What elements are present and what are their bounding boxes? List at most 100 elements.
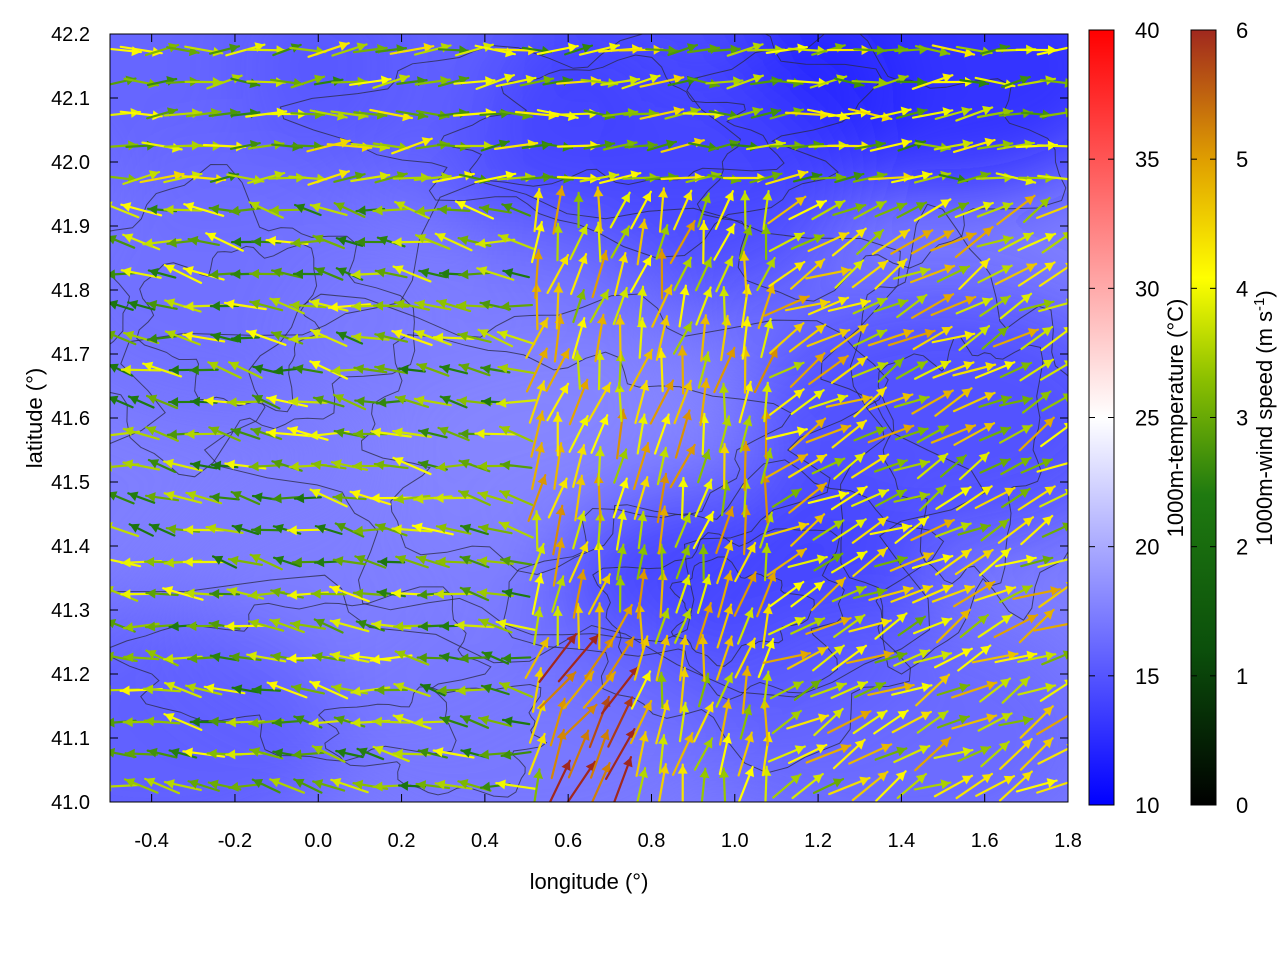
wind-vector [373,460,409,471]
colorbar-tick-label: 30 [1135,276,1159,301]
wind-vector [1001,676,1031,704]
wind-vector [869,138,913,152]
wind-vector [209,652,240,663]
wind-vector [980,740,1010,768]
wind-vector [937,202,970,218]
wind-vector [807,296,850,316]
wind-vector [935,522,972,538]
wind-vector [591,762,611,802]
wind-vector [553,282,564,330]
x-tick-label: -0.4 [134,830,168,852]
wind-vector [737,765,755,802]
wind-vector [163,170,203,184]
wind-vector [498,521,534,539]
wind-vector [974,486,1016,510]
wind-vector [893,649,931,667]
wind-vector [163,264,203,284]
wind-vector [698,634,709,682]
wind-vector [392,427,432,438]
wind-vector [954,225,994,259]
wind-vector [498,681,534,699]
wind-vector [417,427,448,439]
wind-vector [910,518,955,542]
wind-vector [309,360,349,380]
wind-vector [411,522,454,536]
wind-vector [531,573,545,615]
wind-vector [528,732,547,776]
wind-vector [454,620,495,631]
wind-vector [432,747,475,759]
wind-vector [951,713,998,730]
wind-vector [739,415,753,453]
y-tick-label: 42.2 [51,24,90,46]
wind-vector [959,77,990,88]
wind-vector [1020,555,1054,568]
wind-vector [698,219,709,265]
wind-vector [499,490,534,506]
colorbar-tick-label: 5 [1236,147,1248,172]
wind-vector [935,486,972,510]
wind-vector [705,76,744,87]
wind-vector [163,779,202,792]
wind-vector [808,393,849,410]
wind-vector [613,448,628,484]
wind-vector [1020,514,1054,546]
wind-vector [976,234,1014,248]
wind-vector [435,523,472,535]
wind-vector [458,489,491,507]
wind-vector [454,42,495,57]
wind-vector [851,259,889,289]
wind-vector [231,684,260,695]
wind-vector [439,715,469,728]
wind-vector [183,524,225,535]
wind-vector [656,671,667,709]
wind-vector [287,425,329,441]
x-tick-label: 0.8 [638,830,666,852]
wind-vector [786,713,830,730]
wind-vector [330,777,369,794]
wind-vector [957,523,992,536]
wind-vector [761,542,772,582]
wind-vector [393,494,431,504]
wind-vector [270,587,304,599]
wind-vector [290,683,325,695]
wind-vector [977,264,1013,284]
wind-vector [977,712,1013,732]
wind-vector [897,615,927,637]
colorbar-tick-label: 2 [1236,535,1248,560]
wind-vector [147,267,177,279]
wind-vector [825,394,873,408]
wind-vector [566,760,597,802]
wind-vector [142,684,182,695]
wind-vector [142,361,183,378]
wind-vector [695,286,713,326]
wind-vector [613,252,629,296]
wind-vector [288,333,328,344]
wind-vector [270,267,304,279]
wind-vector [874,488,907,508]
wind-vector [501,203,531,217]
wind-vector [853,426,887,442]
wind-vector [812,519,845,541]
wind-vector [851,489,890,507]
wind-vector [696,574,712,614]
wind-vector [481,651,510,665]
wind-vector [813,707,844,737]
wind-vector [999,292,1033,320]
wind-vector [600,75,641,86]
wind-vector [495,618,537,632]
wind-vector [309,202,348,217]
wind-vector [719,285,730,327]
y-tick-label: 41.3 [51,600,90,622]
wind-vector [313,76,344,87]
wind-vector [894,516,930,544]
wind-vector [854,681,887,699]
wind-vector [763,295,810,317]
wind-vector [790,389,825,415]
wind-vector [894,426,929,441]
wind-vector [139,170,185,184]
wind-vector [677,345,688,395]
wind-vector [394,200,430,220]
wind-vector [807,490,850,505]
wind-vector [327,302,372,313]
